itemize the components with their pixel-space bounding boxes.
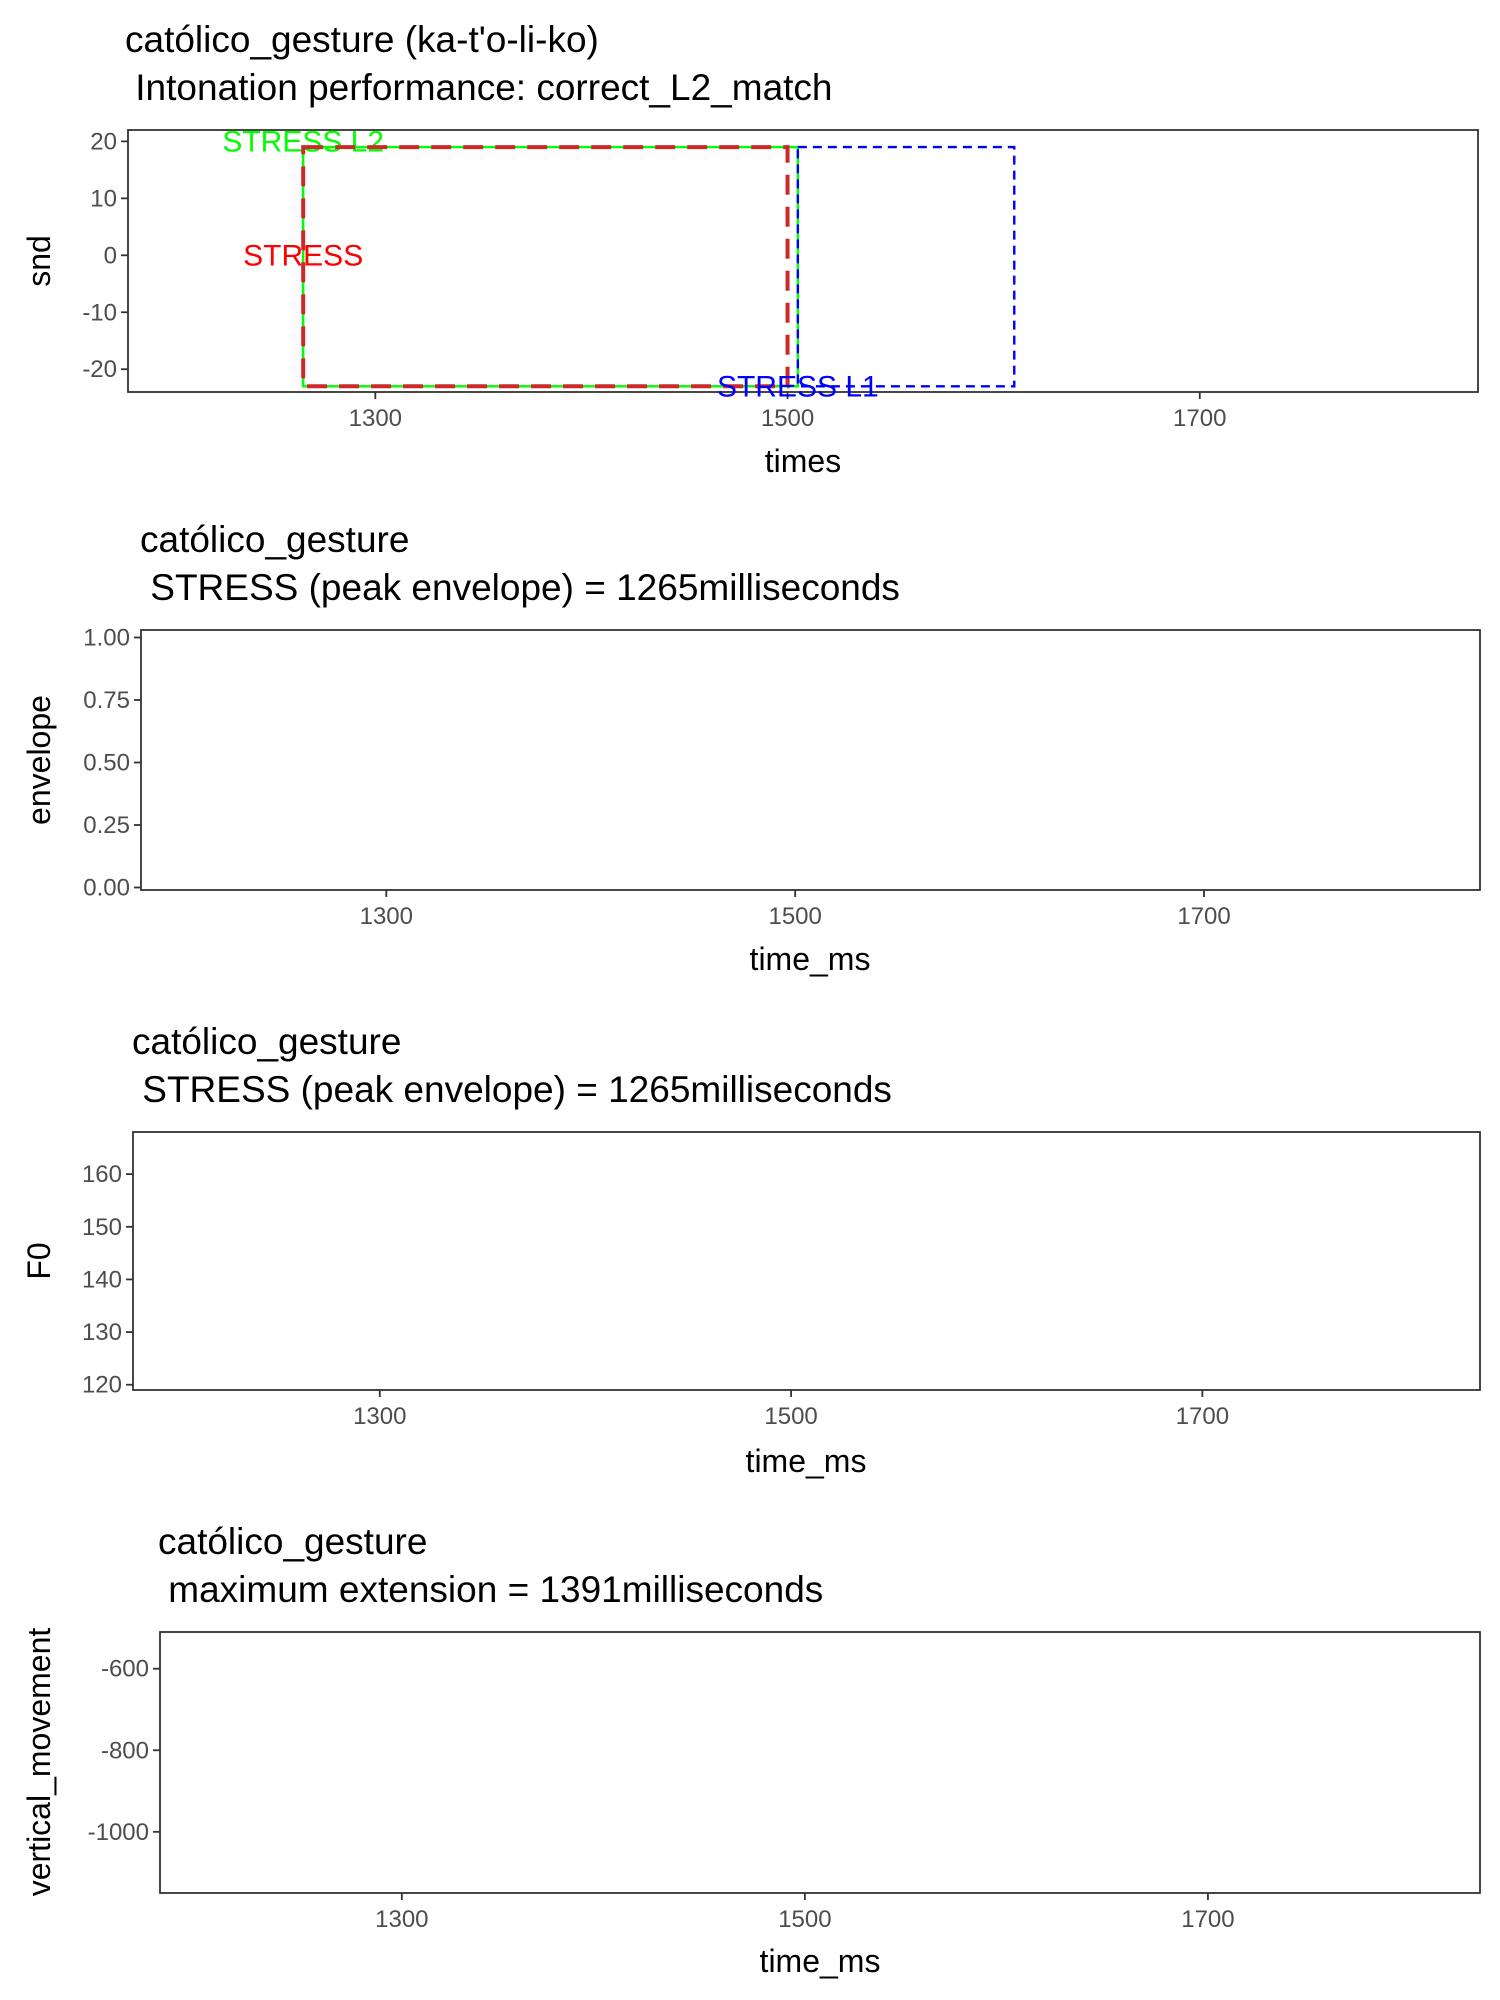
vertical-movement-x-tick-label: 1500	[778, 1906, 831, 1933]
stress-box	[301, 145, 790, 389]
f0-y-axis-title: F0	[21, 1242, 57, 1279]
waveform-y-tick-label: 10	[90, 185, 117, 212]
vertical-movement-y-tick-label: -800	[101, 1737, 149, 1764]
waveform-x-axis-title: times	[765, 443, 841, 479]
waveform-y-tick-label: -10	[82, 299, 117, 326]
stress-label: STRESS	[243, 239, 363, 272]
envelope-y-tick-label: 0.00	[83, 875, 130, 902]
vertical-movement-subtitle: maximum extension = 1391milliseconds	[158, 1569, 823, 1610]
f0-title: católico_gesture	[132, 1021, 401, 1062]
vertical-movement-plot-area: 1300 1500 1700 -1000 -800 -600	[88, 1631, 1481, 1933]
waveform-x-tick-label: 1700	[1173, 405, 1226, 432]
waveform-title: católico_gesture (ka-t'o-li-ko)	[125, 19, 599, 60]
envelope-plot-area: 1300 1500 1700 0.00 0.25 0.50 0.75 1.00	[83, 625, 1481, 930]
envelope-panel-border	[140, 629, 1481, 891]
envelope-x-tick-label: 1300	[360, 903, 413, 930]
f0-plot-area: 1300 1500 1700 120 130 140 150 160	[82, 1131, 1481, 1430]
waveform-y-tick-label: 20	[90, 128, 117, 155]
vertical-movement-y-axis-title: vertical_movement	[21, 1628, 57, 1897]
envelope-y-tick-label: 1.00	[83, 625, 130, 652]
vertical-movement-panel-border	[159, 1631, 1481, 1894]
stress-l1-box	[796, 145, 1016, 388]
f0-y-tick-label: 150	[82, 1214, 122, 1241]
f0-x-tick-label: 1500	[764, 1403, 817, 1430]
envelope-title: católico_gesture	[140, 519, 409, 560]
envelope-y-tick-label: 0.50	[83, 750, 130, 777]
vertical-movement-title: católico_gesture	[158, 1521, 427, 1562]
envelope-y-tick-label: 0.75	[83, 687, 130, 714]
vertical-movement-y-tick-label: -1000	[88, 1819, 149, 1846]
waveform-subtitle: Intonation performance: correct_L2_match	[125, 67, 833, 108]
f0-panel-border	[132, 1131, 1481, 1391]
waveform-x-tick-label: 1500	[761, 405, 814, 432]
f0-panel: 1300 1500 1700 120 130 140 150 160 católico_ges…	[21, 1021, 1481, 1479]
f0-x-tick-label: 1700	[1176, 1403, 1229, 1430]
waveform-y-axis-title: snd	[21, 235, 57, 287]
envelope-y-tick-label: 0.25	[83, 812, 130, 839]
vertical-movement-x-tick-label: 1300	[375, 1906, 428, 1933]
f0-subtitle: STRESS (peak envelope) = 1265millisecond…	[132, 1069, 892, 1110]
envelope-subtitle: STRESS (peak envelope) = 1265millisecond…	[140, 567, 900, 608]
envelope-x-tick-label: 1500	[768, 903, 821, 930]
vertical-movement-x-axis-title: time_ms	[760, 1943, 881, 1979]
waveform-y-tick-label: 0	[104, 242, 117, 269]
vertical-movement-x-tick-label: 1700	[1181, 1906, 1234, 1933]
f0-y-tick-label: 120	[82, 1372, 122, 1399]
vertical-movement-panel: 1300 1500 1700 -1000 -800 -600 católico_gestu…	[21, 1521, 1481, 1979]
envelope-x-axis-title: time_ms	[750, 941, 871, 977]
waveform-y-tick-label: -20	[82, 356, 117, 383]
f0-y-tick-label: 130	[82, 1319, 122, 1346]
envelope-x-tick-label: 1700	[1177, 903, 1230, 930]
f0-y-tick-label: 140	[82, 1266, 122, 1293]
waveform-panel-border	[127, 129, 1479, 393]
stress-l1-label: STRESS L1	[717, 370, 879, 403]
f0-x-axis-title: time_ms	[746, 1443, 867, 1479]
waveform-x-tick-label: 1300	[349, 405, 402, 432]
waveform-panel: 1300 1500 1700 -20 -10 0 10 20 católico_gesture…	[21, 19, 1479, 479]
f0-x-tick-label: 1300	[353, 1403, 406, 1430]
vertical-movement-y-tick-label: -600	[101, 1656, 149, 1683]
waveform-plot-area: 1300 1500 1700 -20 -10 0 10 20	[82, 128, 1479, 432]
envelope-panel: 1300 1500 1700 0.00 0.25 0.50 0.75 1.00 católic…	[21, 519, 1481, 977]
envelope-y-axis-title: envelope	[21, 695, 57, 825]
f0-y-tick-label: 160	[82, 1161, 122, 1188]
